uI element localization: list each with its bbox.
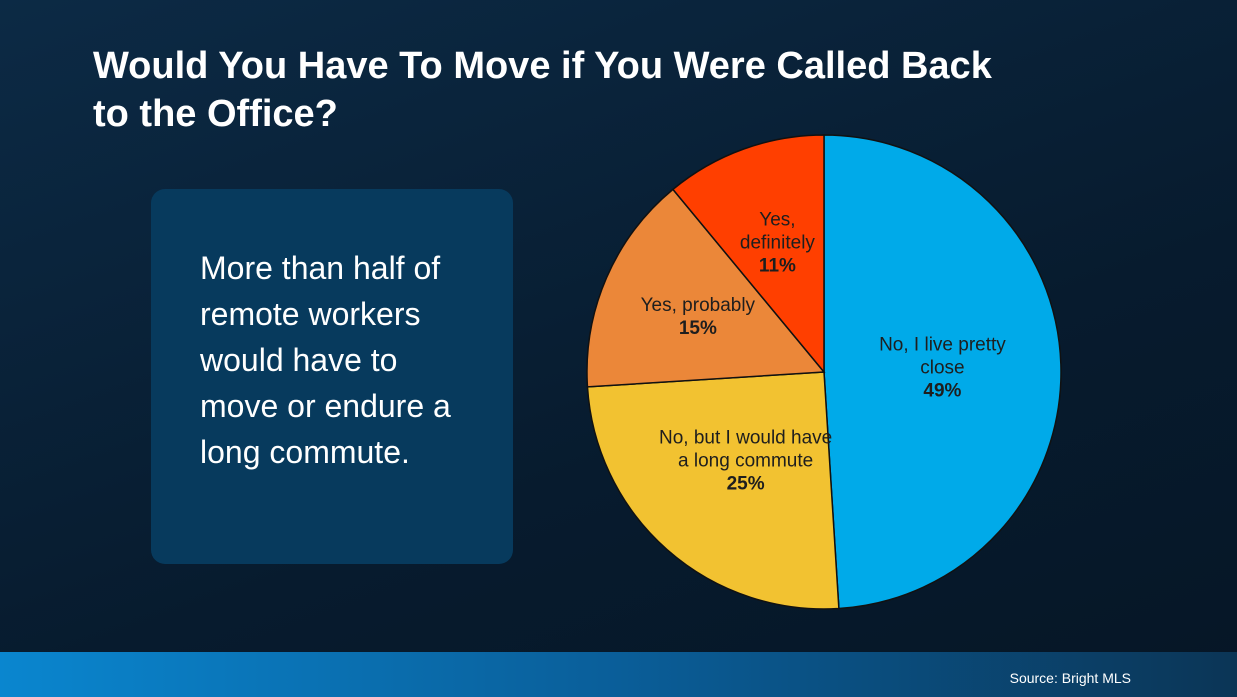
footer-bar	[0, 652, 1237, 697]
slice-label: Yes, probably 15%	[618, 294, 778, 340]
value-label: 15%	[678, 318, 717, 340]
category-label: Yes, probably	[640, 295, 756, 317]
pie-slice	[671, 134, 825, 375]
value-label: 11%	[758, 255, 796, 277]
category-label: Yes, definitely	[739, 209, 815, 254]
slice-label: No, I live pretty close 49%	[877, 334, 1007, 403]
value-label: 25%	[726, 473, 765, 495]
pie-slice	[586, 371, 840, 610]
pie-slice	[586, 188, 826, 388]
source: Source: Bright MLS	[1009, 670, 1131, 686]
chart-title: Would You Have To Move if You Were Calle…	[93, 45, 992, 135]
callout-text: More than half of remote workers would h…	[200, 250, 451, 470]
callout-box	[151, 189, 513, 564]
pie-slice	[823, 134, 1062, 610]
category-label: No, but I would have a long commute	[659, 427, 833, 472]
slice-label: Yes, definitely 11%	[722, 208, 832, 277]
category-label: No, I live pretty close	[879, 334, 1006, 379]
slice-label: No, but I would have a long commute 25%	[658, 426, 833, 495]
value-label: 49%	[923, 380, 962, 402]
